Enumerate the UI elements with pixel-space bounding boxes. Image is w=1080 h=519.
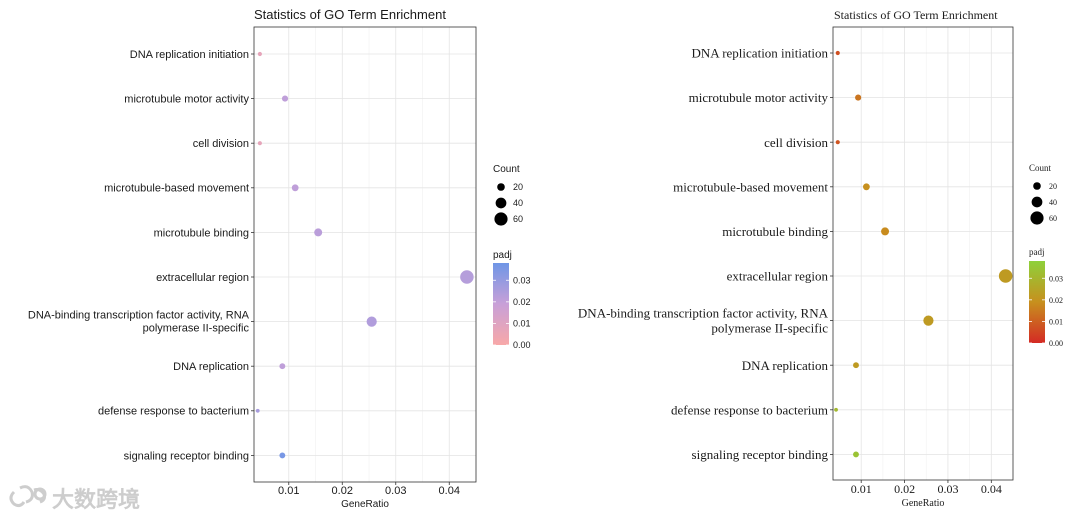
y-tick-label: DNA-binding transcription factor activit… — [578, 306, 829, 336]
x-tick-label: 0.04 — [439, 485, 460, 497]
y-tick-label: extracellular region — [727, 269, 829, 284]
y-tick-label: cell division — [193, 138, 249, 150]
legend-count-title: Count — [1029, 163, 1052, 173]
y-tick-label: signaling receptor binding — [124, 450, 249, 462]
y-tick-label: DNA replication initiation — [130, 49, 249, 61]
plot-panel — [254, 27, 476, 482]
gridlines — [833, 27, 1013, 480]
data-point — [853, 362, 859, 369]
y-tick-label: signaling receptor binding — [692, 447, 829, 462]
legend-count-key — [494, 212, 508, 226]
legend-count: Count 20 40 60 — [493, 164, 523, 226]
data-point — [279, 363, 286, 370]
data-point — [257, 51, 262, 57]
legend-padj-label: 0.01 — [1049, 317, 1063, 326]
data-point — [998, 269, 1013, 283]
chart-title: Statistics of GO Term Enrichment — [254, 7, 446, 22]
watermark-text: 大数跨境 — [52, 487, 140, 513]
data-point — [366, 316, 377, 327]
data-point — [855, 94, 862, 101]
legend-padj: padj 0.00 0.01 0.02 0.03 — [493, 250, 531, 350]
x-tick-label: 0.03 — [385, 485, 406, 497]
x-axis-title: GeneRatio — [341, 499, 389, 510]
plot-panel — [833, 27, 1013, 480]
legend-padj-label: 0.00 — [1049, 339, 1063, 348]
x-tick-label: 0.01 — [851, 482, 872, 496]
panel-border — [832, 26, 1014, 481]
y-tick-label: microtubule-based movement — [673, 179, 828, 194]
y-tick-label: defense response to bacterium — [671, 402, 828, 417]
legend-count-title: Count — [493, 164, 520, 175]
data-point — [853, 451, 859, 458]
y-tick-label: microtubule binding — [154, 227, 249, 239]
data-point — [257, 141, 262, 146]
legend-padj-title: padj — [493, 250, 512, 261]
data-point — [279, 452, 286, 459]
data-point — [834, 407, 838, 412]
points — [834, 50, 1013, 458]
legend-count-key — [495, 197, 507, 209]
y-tick-label: microtubule motor activity — [124, 93, 249, 105]
legend-padj-label: 0.03 — [1049, 274, 1063, 283]
legend-padj-label: 0.03 — [513, 275, 531, 285]
y-tick-label: DNA replication — [173, 361, 249, 373]
data-point — [281, 95, 289, 102]
gridlines — [254, 27, 476, 482]
y-tick-label: defense response to bacterium — [98, 406, 249, 418]
legend-count-label: 20 — [1049, 182, 1057, 191]
legend-count-key — [1030, 211, 1044, 225]
legend-padj-title: padj — [1029, 247, 1045, 257]
data-point — [291, 184, 299, 192]
y-tick-label: DNA replication — [742, 358, 829, 373]
x-tick-label: 0.02 — [894, 482, 915, 496]
right-chart: Statistics of GO Term Enrichment DNA repl… — [578, 8, 1063, 509]
data-point — [314, 228, 323, 237]
y-tick-label: cell division — [764, 135, 828, 150]
watermark: 大数跨境 — [9, 485, 140, 513]
legend-count-label: 40 — [1049, 198, 1057, 207]
legend-count: Count 20 40 60 — [1029, 163, 1057, 225]
legend-padj: padj 0.00 0.01 0.02 0.03 — [1029, 247, 1063, 348]
points — [255, 51, 474, 459]
x-tick-label: 0.02 — [332, 485, 353, 497]
x-tick-label: 0.04 — [981, 482, 1002, 496]
legend-padj-label: 0.02 — [1049, 296, 1063, 305]
x-axis-title: GeneRatio — [902, 498, 945, 509]
legend-count-key — [1033, 182, 1041, 190]
y-tick-label: DNA-binding transcription factor activit… — [28, 310, 250, 335]
watermark-logo-icon — [9, 485, 47, 508]
x-tick-label: 0.01 — [278, 485, 299, 497]
legend-padj-label: 0.02 — [513, 297, 531, 307]
y-tick-label: extracellular region — [156, 272, 249, 284]
x-tick-label: 0.03 — [937, 482, 958, 496]
legend-count-key — [497, 183, 505, 191]
data-point — [835, 140, 840, 145]
y-tick-label: microtubule binding — [722, 224, 828, 239]
data-point — [923, 315, 934, 326]
data-point — [862, 183, 870, 191]
data-point — [881, 227, 890, 236]
legend-count-label: 20 — [513, 182, 523, 192]
y-tick-label: DNA replication initiation — [692, 46, 829, 61]
y-tick-label: microtubule-based movement — [104, 183, 249, 195]
chart-title: Statistics of GO Term Enrichment — [834, 8, 998, 22]
data-point — [255, 408, 260, 413]
data-point — [460, 270, 474, 284]
legend-padj-label: 0.01 — [513, 318, 531, 328]
data-point — [835, 50, 840, 56]
legend-colorbar — [493, 263, 509, 345]
left-chart: Statistics of GO Term Enrichment DNA repl… — [28, 7, 531, 510]
legend-count-key — [1031, 196, 1043, 208]
legend-count-label: 60 — [513, 214, 523, 224]
panel-border — [253, 26, 477, 483]
y-tick-label: microtubule motor activity — [689, 90, 829, 105]
legend-count-label: 40 — [513, 198, 523, 208]
legend-count-label: 60 — [1049, 214, 1057, 223]
legend-colorbar — [1029, 261, 1045, 343]
legend-padj-label: 0.00 — [513, 340, 531, 350]
